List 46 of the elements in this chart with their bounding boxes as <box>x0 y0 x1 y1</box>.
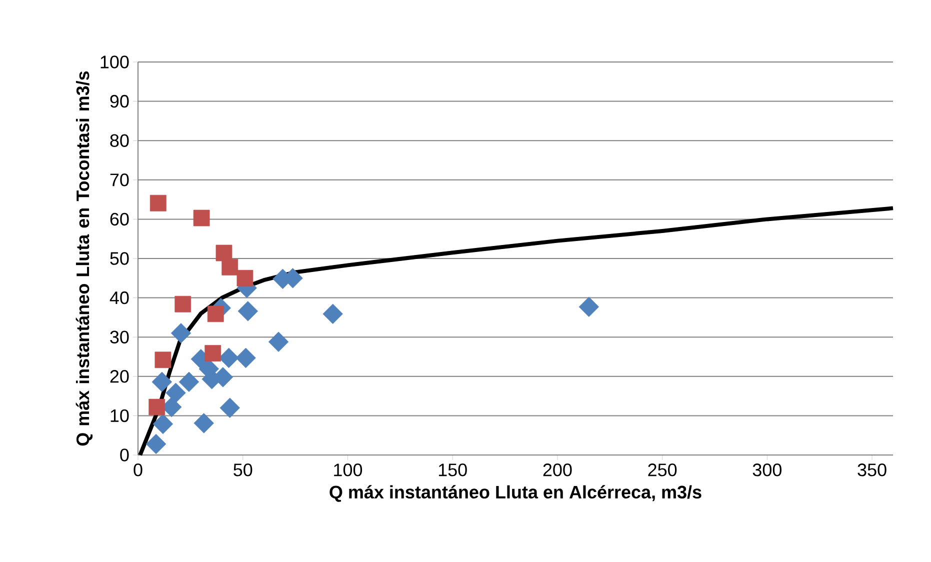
y-tick-label: 10 <box>110 409 129 422</box>
x-tick-label: 300 <box>752 464 782 476</box>
x-tick-label: 250 <box>648 464 677 476</box>
y-tick-label: 50 <box>110 252 129 265</box>
y-tick-label: 100 <box>100 56 129 68</box>
point <box>222 258 238 276</box>
point <box>578 296 600 317</box>
point <box>148 398 166 416</box>
y-tick-label: 0 <box>120 448 129 462</box>
y-tick-label: 60 <box>110 212 129 226</box>
x-axis-title: Q máx instantáneo Lluta en Alcérreca, m3/s <box>330 485 702 502</box>
point <box>146 434 166 454</box>
point <box>220 398 240 418</box>
point <box>174 296 192 312</box>
point <box>170 323 192 344</box>
point <box>216 244 232 262</box>
x-tick-label: 150 <box>438 464 467 476</box>
y-axis-title: Q máx instantáneo Lluta en Tocontasi m3/s <box>76 71 93 446</box>
point <box>166 382 186 404</box>
point <box>218 348 239 368</box>
y-tick-label: 80 <box>110 134 129 147</box>
point <box>194 413 214 434</box>
point <box>154 352 172 368</box>
y-tick-label: 20 <box>110 370 129 383</box>
x-tick-label: 100 <box>334 464 362 476</box>
x-tick-label: 50 <box>234 464 252 476</box>
point <box>152 372 172 392</box>
y-tick-label: 90 <box>110 94 129 108</box>
point <box>236 348 256 368</box>
point <box>238 301 258 322</box>
point <box>193 210 210 226</box>
point <box>152 414 174 434</box>
point <box>236 270 254 286</box>
y-tick-label: 70 <box>110 174 129 186</box>
point <box>150 194 166 212</box>
line-series <box>138 206 896 457</box>
point <box>268 332 289 352</box>
x-tick-label: 350 <box>858 464 886 476</box>
x-tick-label: 0 <box>134 464 142 476</box>
y-tick-label: 30 <box>110 330 129 344</box>
y-tick-label: 40 <box>110 291 129 304</box>
x-tick-label: 200 <box>543 464 572 476</box>
point <box>204 345 222 362</box>
point <box>322 304 343 324</box>
point <box>178 372 200 392</box>
point <box>207 306 224 322</box>
